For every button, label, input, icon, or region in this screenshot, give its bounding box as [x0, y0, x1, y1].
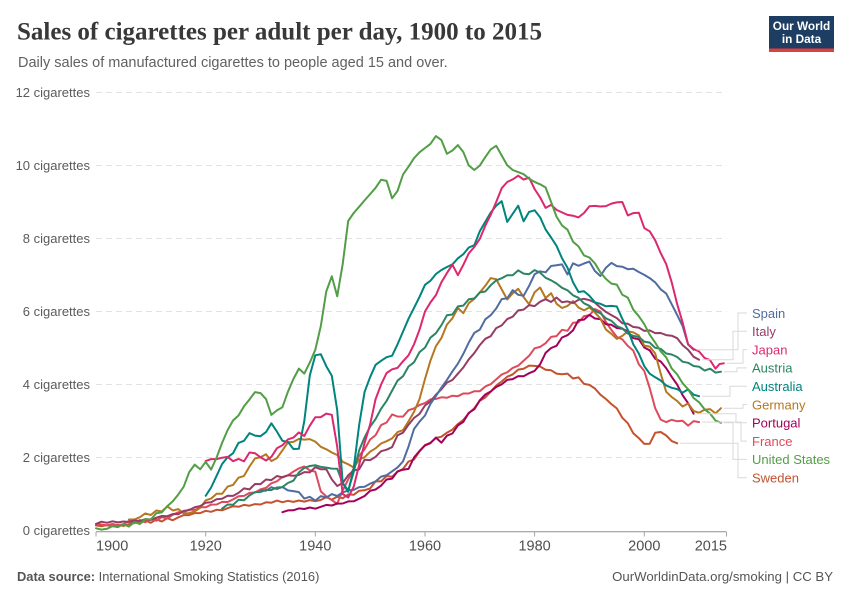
svg-text:1940: 1940: [299, 539, 331, 555]
svg-text:Germany: Germany: [752, 397, 806, 412]
svg-text:2000: 2000: [628, 539, 660, 555]
svg-text:Data source: International Smo: Data source: International Smoking Stati…: [17, 569, 319, 584]
svg-text:Sweden: Sweden: [752, 471, 799, 486]
svg-text:1900: 1900: [96, 539, 128, 555]
svg-text:Spain: Spain: [752, 306, 785, 321]
svg-text:Italy: Italy: [752, 324, 776, 339]
svg-text:Our World: Our World: [773, 19, 830, 33]
svg-text:2015: 2015: [695, 539, 727, 555]
svg-text:Austria: Austria: [752, 361, 793, 376]
svg-text:12 cigarettes: 12 cigarettes: [16, 85, 91, 100]
svg-text:Daily sales of manufactured ci: Daily sales of manufactured cigarettes t…: [18, 55, 448, 71]
svg-text:4 cigarettes: 4 cigarettes: [23, 377, 91, 392]
svg-text:1920: 1920: [190, 539, 222, 555]
svg-text:Portugal: Portugal: [752, 416, 801, 431]
svg-text:Australia: Australia: [752, 379, 803, 394]
svg-text:10 cigarettes: 10 cigarettes: [16, 158, 91, 173]
svg-text:OurWorldinData.org/smoking | C: OurWorldinData.org/smoking | CC BY: [612, 569, 833, 584]
svg-text:1980: 1980: [518, 539, 550, 555]
svg-text:0 cigarettes: 0 cigarettes: [23, 523, 91, 538]
svg-text:United States: United States: [752, 452, 831, 467]
svg-text:2 cigarettes: 2 cigarettes: [23, 450, 91, 465]
svg-text:Sales of cigarettes per adult: Sales of cigarettes per adult per day, 1…: [17, 19, 542, 46]
svg-text:France: France: [752, 434, 792, 449]
svg-text:in Data: in Data: [782, 32, 822, 46]
svg-text:8 cigarettes: 8 cigarettes: [23, 231, 91, 246]
svg-text:Japan: Japan: [752, 342, 787, 357]
svg-text:1960: 1960: [409, 539, 441, 555]
svg-text:6 cigarettes: 6 cigarettes: [23, 304, 91, 319]
